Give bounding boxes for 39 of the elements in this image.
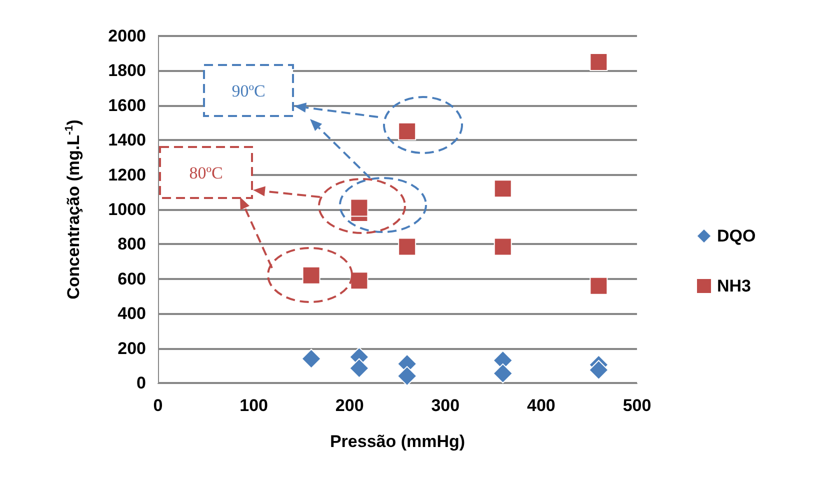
point	[301, 348, 322, 369]
point	[397, 366, 418, 386]
point	[588, 360, 609, 380]
callout-box: 80ºC	[159, 146, 253, 199]
y-tick-label: 0	[136, 374, 146, 392]
y-tick-label: 600	[118, 269, 146, 288]
point	[590, 276, 608, 295]
point	[302, 266, 320, 284]
annotation: 80ºC	[189, 164, 223, 182]
legend-label: DQO	[717, 226, 756, 246]
y-tick-label: 1200	[108, 165, 146, 184]
point	[398, 122, 416, 140]
point	[349, 358, 370, 378]
x-tick-label: 0	[153, 396, 163, 415]
x-tick-label: 400	[527, 396, 556, 415]
y-tick-label: 1000	[108, 200, 146, 219]
point	[350, 272, 368, 290]
y-axis-title: Concentração (mg.L-1)	[64, 120, 83, 300]
y-tick-label: 400	[118, 304, 146, 324]
y-tick-label: 1600	[108, 96, 146, 115]
x-tick-label: 500	[622, 396, 652, 415]
y-tick-label: 2000	[108, 26, 146, 46]
point	[492, 363, 513, 384]
x-tick-label: 200	[335, 396, 364, 415]
y-tick-label: 1400	[108, 130, 146, 150]
y-tick-label: 800	[118, 234, 146, 254]
x-axis-title: Pressão (mmHg)	[330, 432, 466, 451]
point	[590, 53, 608, 72]
point	[398, 238, 416, 256]
annotation: 90ºC	[232, 82, 266, 100]
x-tick-label: 100	[240, 396, 268, 415]
point	[494, 180, 512, 198]
callout-box: 90ºC	[203, 64, 294, 117]
y-tick-label: 200	[118, 338, 146, 358]
legend-label: NH3	[717, 276, 752, 296]
point	[350, 198, 368, 217]
point	[494, 238, 512, 256]
y-tick-label: 1800	[108, 61, 146, 80]
x-tick-label: 300	[431, 396, 460, 415]
